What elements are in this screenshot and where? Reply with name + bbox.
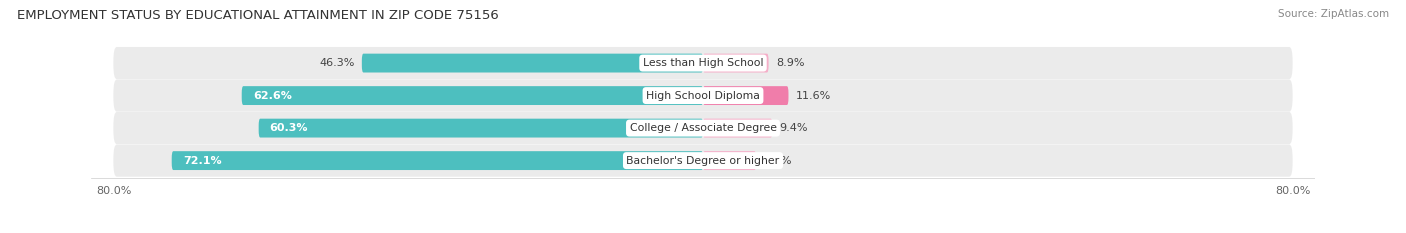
- Text: 60.3%: 60.3%: [270, 123, 308, 133]
- FancyBboxPatch shape: [114, 47, 1292, 79]
- FancyBboxPatch shape: [114, 112, 1292, 144]
- Text: 62.6%: 62.6%: [253, 91, 291, 101]
- FancyBboxPatch shape: [114, 144, 1292, 177]
- Text: Bachelor's Degree or higher: Bachelor's Degree or higher: [627, 156, 779, 166]
- FancyBboxPatch shape: [703, 119, 772, 137]
- Text: 9.4%: 9.4%: [780, 123, 808, 133]
- Text: 72.1%: 72.1%: [183, 156, 221, 166]
- Text: Source: ZipAtlas.com: Source: ZipAtlas.com: [1278, 9, 1389, 19]
- Text: 46.3%: 46.3%: [319, 58, 354, 68]
- FancyBboxPatch shape: [242, 86, 703, 105]
- Text: College / Associate Degree: College / Associate Degree: [630, 123, 776, 133]
- FancyBboxPatch shape: [703, 151, 756, 170]
- FancyBboxPatch shape: [703, 86, 789, 105]
- Text: 8.9%: 8.9%: [776, 58, 804, 68]
- Text: 7.2%: 7.2%: [763, 156, 792, 166]
- FancyBboxPatch shape: [172, 151, 703, 170]
- FancyBboxPatch shape: [361, 54, 703, 72]
- FancyBboxPatch shape: [259, 119, 703, 137]
- FancyBboxPatch shape: [703, 54, 769, 72]
- Text: 11.6%: 11.6%: [796, 91, 831, 101]
- Text: High School Diploma: High School Diploma: [647, 91, 759, 101]
- Text: Less than High School: Less than High School: [643, 58, 763, 68]
- Text: EMPLOYMENT STATUS BY EDUCATIONAL ATTAINMENT IN ZIP CODE 75156: EMPLOYMENT STATUS BY EDUCATIONAL ATTAINM…: [17, 9, 499, 22]
- FancyBboxPatch shape: [114, 79, 1292, 112]
